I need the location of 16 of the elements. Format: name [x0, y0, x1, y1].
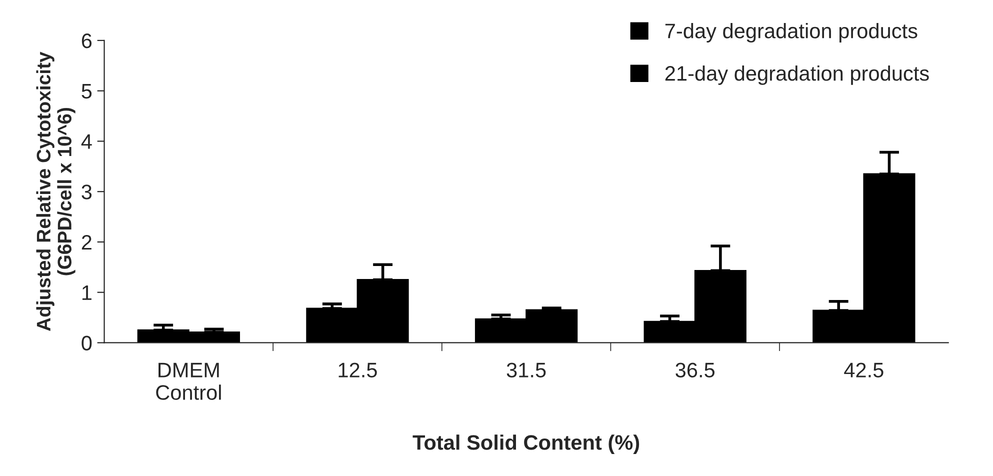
y-tick-label: 2 — [82, 234, 92, 250]
y-tick-label: 6 — [82, 33, 92, 48]
x-axis-title: Total Solid Content (%) — [412, 434, 640, 454]
y-tick-label: 4 — [81, 134, 92, 149]
y-tick-label: 0 — [82, 336, 92, 350]
y-tick-label: 1 — [82, 286, 92, 300]
y-tick-label: 3 — [82, 184, 92, 200]
legend-label: 21-day degradation products — [665, 65, 929, 85]
y-tick-label: 5 — [82, 84, 92, 99]
x-tick-label: 42.5 — [844, 362, 884, 378]
x-tick-label: 36.5 — [676, 362, 714, 378]
x-tick-label: DMEM Control — [156, 362, 221, 400]
x-tick-label: 12.5 — [338, 362, 377, 378]
legend-label: 7-day degradation products — [665, 23, 918, 42]
x-tick-label: 31.5 — [506, 362, 546, 378]
y-axis-title: Adjusted Relative Cytotoxicity (G6PD/cell x 10^6) — [36, 52, 76, 332]
